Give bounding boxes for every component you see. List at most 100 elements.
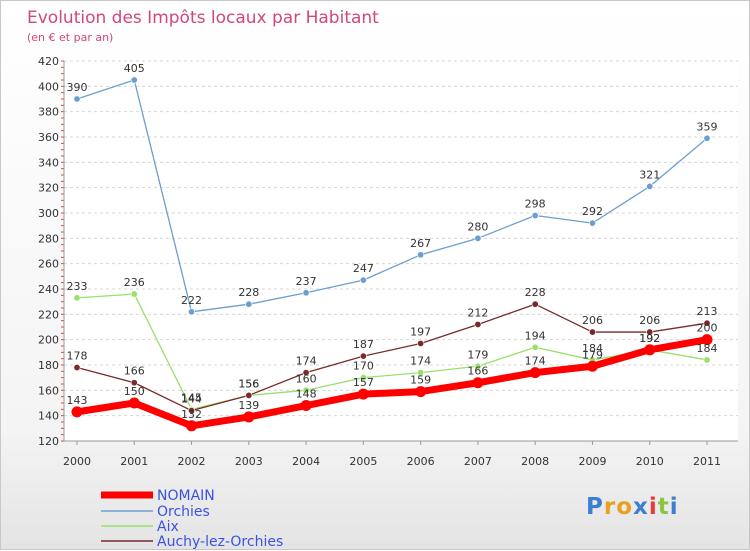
data-label: 184 (697, 342, 718, 355)
y-tick-label: 280 (38, 232, 59, 245)
logo-letter: i (648, 494, 658, 520)
data-label: 200 (697, 322, 718, 335)
data-point (245, 300, 253, 308)
data-point (701, 334, 713, 346)
data-label: 139 (238, 399, 259, 412)
data-point (529, 367, 541, 379)
y-tick-label: 320 (38, 182, 59, 195)
x-tick-label: 2001 (120, 455, 148, 468)
x-tick-label: 2010 (636, 455, 664, 468)
data-label: 206 (639, 314, 660, 327)
data-label: 194 (525, 329, 546, 342)
logo-letter: x (633, 494, 649, 520)
data-label: 179 (582, 348, 603, 361)
y-tick-label: 380 (38, 106, 59, 119)
data-label: 157 (353, 376, 374, 389)
x-tick-label: 2003 (235, 455, 263, 468)
data-label: 236 (124, 276, 145, 289)
data-label: 267 (410, 237, 431, 250)
x-tick-label: 2011 (693, 455, 721, 468)
logo-letter: i (669, 494, 679, 520)
series-lines (71, 76, 713, 432)
y-tick-label: 420 (38, 55, 59, 68)
data-label: 178 (67, 350, 88, 363)
logo-letter: t (657, 494, 670, 520)
data-point (302, 289, 310, 297)
x-tick-label: 2004 (292, 455, 320, 468)
data-label: 228 (238, 286, 259, 299)
plot-area (64, 61, 738, 441)
data-label: 159 (410, 374, 431, 387)
gridlines (64, 60, 738, 442)
proxiti-logo: Proxiti (586, 494, 679, 520)
data-point (417, 369, 425, 377)
data-point (243, 411, 255, 423)
data-point (644, 344, 656, 356)
data-point (130, 76, 138, 84)
x-tick-label: 2000 (63, 455, 91, 468)
data-point (588, 328, 596, 336)
data-label: 148 (296, 388, 317, 401)
data-point (359, 374, 367, 382)
data-label: 184 (582, 342, 603, 355)
data-point (588, 219, 596, 227)
y-tick-label: 400 (38, 80, 59, 93)
data-label: 405 (124, 62, 145, 75)
data-label: 212 (467, 306, 488, 319)
data-label: 237 (296, 275, 317, 288)
y-tick-label: 160 (38, 384, 59, 397)
data-label: 166 (124, 365, 145, 378)
data-point (188, 407, 196, 415)
y-tick-label: 180 (38, 359, 59, 372)
data-label: 197 (410, 325, 431, 338)
data-point (474, 320, 482, 328)
data-point (417, 339, 425, 347)
data-label: 144 (181, 393, 202, 406)
y-tick-label: 360 (38, 131, 59, 144)
data-point (186, 420, 198, 432)
data-label: 174 (525, 355, 546, 368)
y-tick-label: 340 (38, 156, 59, 169)
data-label: 233 (67, 280, 88, 293)
series-line-orchies (76, 79, 708, 313)
data-label: 132 (181, 408, 202, 421)
data-label: 192 (639, 332, 660, 345)
logo-letter: P (586, 494, 604, 520)
logo-letter: o (616, 494, 634, 520)
x-tick-label: 2009 (578, 455, 606, 468)
data-point (357, 388, 369, 400)
data-point (130, 290, 138, 298)
data-point (130, 379, 138, 387)
data-label: 143 (67, 394, 88, 407)
data-point (302, 369, 310, 377)
data-labels: 143 150 132 139 148 157 159 166 174 179 192 200 390 4… (67, 62, 718, 421)
data-point (646, 182, 654, 190)
data-point (188, 308, 196, 316)
y-tick-label: 300 (38, 207, 59, 220)
data-point (646, 328, 654, 336)
data-point (359, 276, 367, 284)
data-point (531, 212, 539, 220)
data-point (300, 400, 312, 412)
data-label: 213 (697, 305, 718, 318)
legend-label: Auchy-lez-Orchies (157, 534, 283, 550)
legend-label: Aix (157, 519, 179, 535)
data-point (531, 343, 539, 351)
data-point (703, 356, 711, 364)
x-tick-label: 2006 (407, 455, 435, 468)
data-point (245, 391, 253, 399)
data-label: 247 (353, 262, 374, 275)
data-point (71, 406, 83, 418)
data-label: 145 (181, 391, 202, 404)
data-point (73, 294, 81, 302)
data-label: 280 (467, 220, 488, 233)
data-label: 390 (67, 81, 88, 94)
data-label: 156 (238, 377, 259, 390)
data-point (73, 95, 81, 103)
series-line-nomain (76, 336, 708, 430)
series-line-auchy-lez-orchies (76, 303, 708, 412)
data-point (474, 234, 482, 242)
data-point (703, 319, 711, 327)
